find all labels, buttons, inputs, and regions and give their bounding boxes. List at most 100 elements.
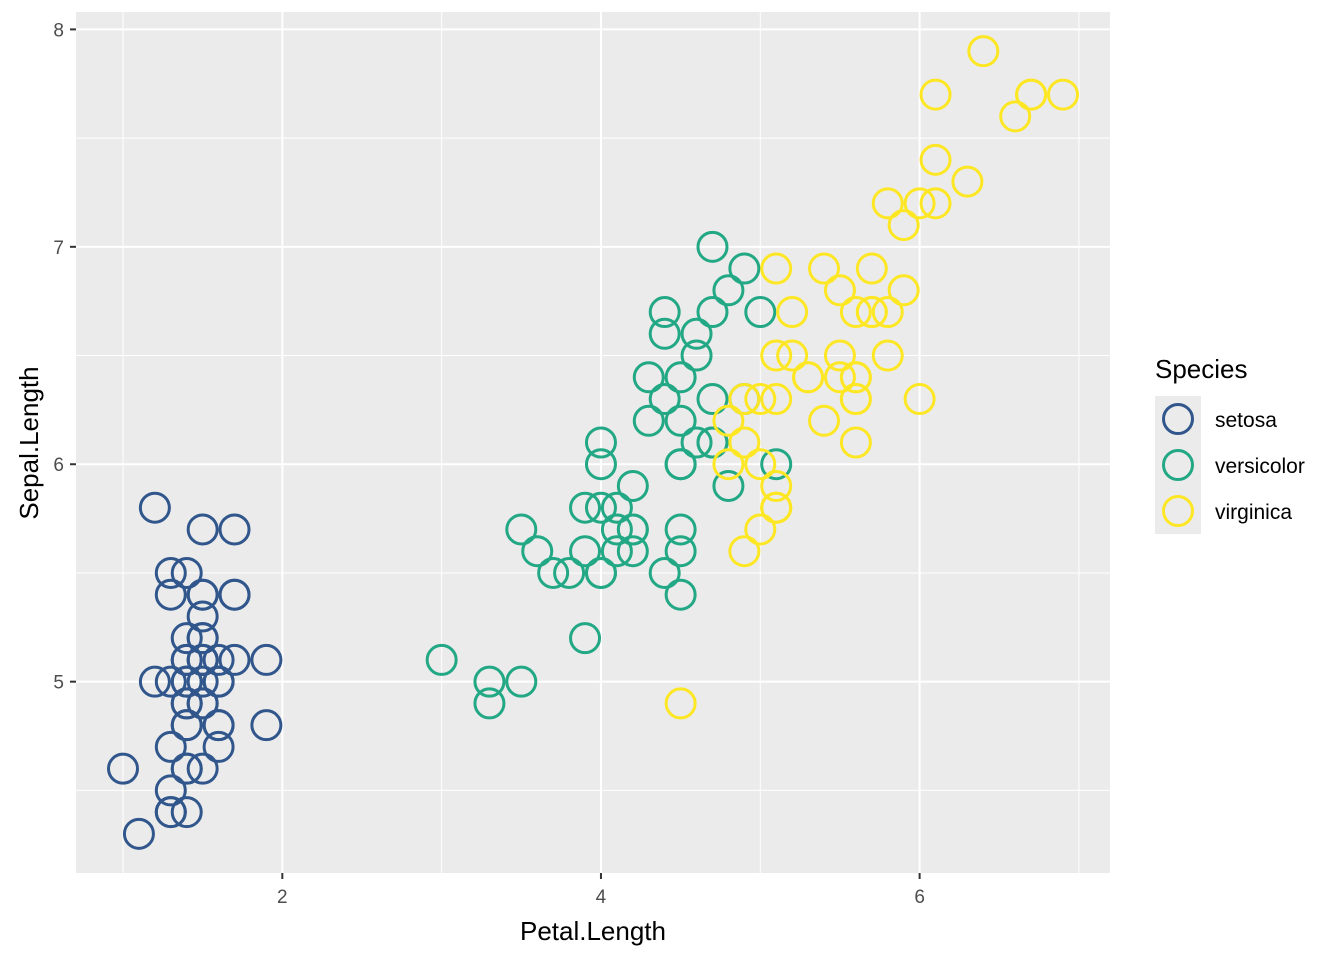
data-point-virginica [999,100,1032,133]
data-point-virginica [967,35,1000,68]
major-gridlines [76,12,1110,873]
data-point-virginica [951,165,984,198]
data-point-setosa [186,687,219,720]
data-point-setosa [186,622,219,655]
data-point-setosa [170,643,203,676]
data-point-versicolor [569,491,602,524]
data-point-setosa [170,796,203,829]
data-point-versicolor [584,426,617,459]
data-point-virginica [903,187,936,220]
y-tick-labels: 5 6 7 8 [53,20,64,693]
data-point-virginica [808,252,841,285]
data-point-virginica [919,143,952,176]
data-point-setosa [138,491,171,524]
x-tick-label: 2 [277,887,288,908]
data-point-virginica [823,274,856,307]
data-point-setosa [154,774,187,807]
minor-gridlines [76,12,1110,873]
data-point-setosa [138,665,171,698]
data-point-versicolor [664,513,697,546]
data-point-versicolor [664,361,697,394]
data-point-setosa [186,665,219,698]
data-point-versicolor [680,339,713,372]
data-point-setosa [170,709,203,742]
data-point-versicolor [664,578,697,611]
data-point-setosa [154,665,187,698]
data-point-setosa [218,513,251,546]
data-point-virginica [871,187,904,220]
data-point-setosa [186,513,219,546]
data-point-virginica [839,296,872,329]
data-point-versicolor [616,469,649,502]
data-point-versicolor [744,296,777,329]
data-point-virginica [712,404,745,437]
data-point-virginica [887,274,920,307]
data-point-versicolor [569,622,602,655]
data-point-versicolor [680,426,713,459]
legend-key-background [1155,396,1201,442]
data-point-virginica [839,426,872,459]
data-point-setosa [154,578,187,611]
data-point-virginica [728,535,761,568]
legend-items: setosa versicolor virginica [1155,396,1305,534]
y-tick-label: 5 [53,673,64,694]
data-point-versicolor [760,448,793,481]
data-points [107,35,1079,850]
legend-key-versicolor [1162,449,1194,481]
legend-label-versicolor: versicolor [1215,455,1305,478]
legend-key-virginica [1162,495,1194,527]
data-point-setosa [107,752,139,785]
data-point-versicolor [712,274,745,307]
data-point-setosa [154,556,187,589]
data-point-versicolor [553,556,586,589]
legend-key-background [1155,442,1201,488]
data-point-versicolor [696,426,729,459]
data-point-virginica [919,187,952,220]
panel-background [76,12,1110,873]
data-point-versicolor [648,317,681,350]
y-tick-label: 6 [53,455,64,476]
data-point-versicolor [521,535,554,568]
data-point-versicolor [648,556,681,589]
legend-key-background [1155,488,1201,534]
data-point-virginica [760,491,793,524]
data-point-versicolor [664,448,697,481]
data-point-versicolor [537,556,570,589]
data-point-versicolor [728,252,761,285]
y-axis-title: Sepal.Length [14,366,44,519]
data-point-virginica [887,209,920,242]
legend-title: Species [1155,354,1248,384]
data-point-setosa [186,752,219,785]
data-point-virginica [744,448,777,481]
data-point-virginica [760,252,793,285]
data-point-virginica [1047,78,1079,111]
data-point-versicolor [696,383,729,416]
data-point-versicolor [616,513,649,546]
data-point-virginica [712,448,745,481]
data-point-virginica [664,687,697,720]
data-point-virginica [823,339,856,372]
data-point-virginica [855,296,888,329]
data-point-versicolor [584,491,617,524]
data-point-virginica [760,383,793,416]
data-point-virginica [871,339,904,372]
legend-key-setosa [1162,403,1194,435]
data-point-virginica [744,513,777,546]
data-point-setosa [154,730,187,763]
data-point-setosa [154,796,187,829]
data-point-setosa [202,665,235,698]
data-point-versicolor [600,491,633,524]
data-point-versicolor [648,296,681,329]
x-tick-labels: 2 4 6 [277,887,925,908]
data-point-versicolor [505,513,538,546]
y-tick-label: 7 [53,238,64,259]
data-point-versicolor [600,535,633,568]
data-point-versicolor [648,383,681,416]
data-point-virginica [1015,78,1048,111]
data-point-versicolor [569,535,602,568]
data-point-versicolor [632,404,665,437]
legend: Species setosa versicolor virginica [1155,354,1305,534]
data-point-virginica [808,404,841,437]
data-point-virginica [744,383,777,416]
